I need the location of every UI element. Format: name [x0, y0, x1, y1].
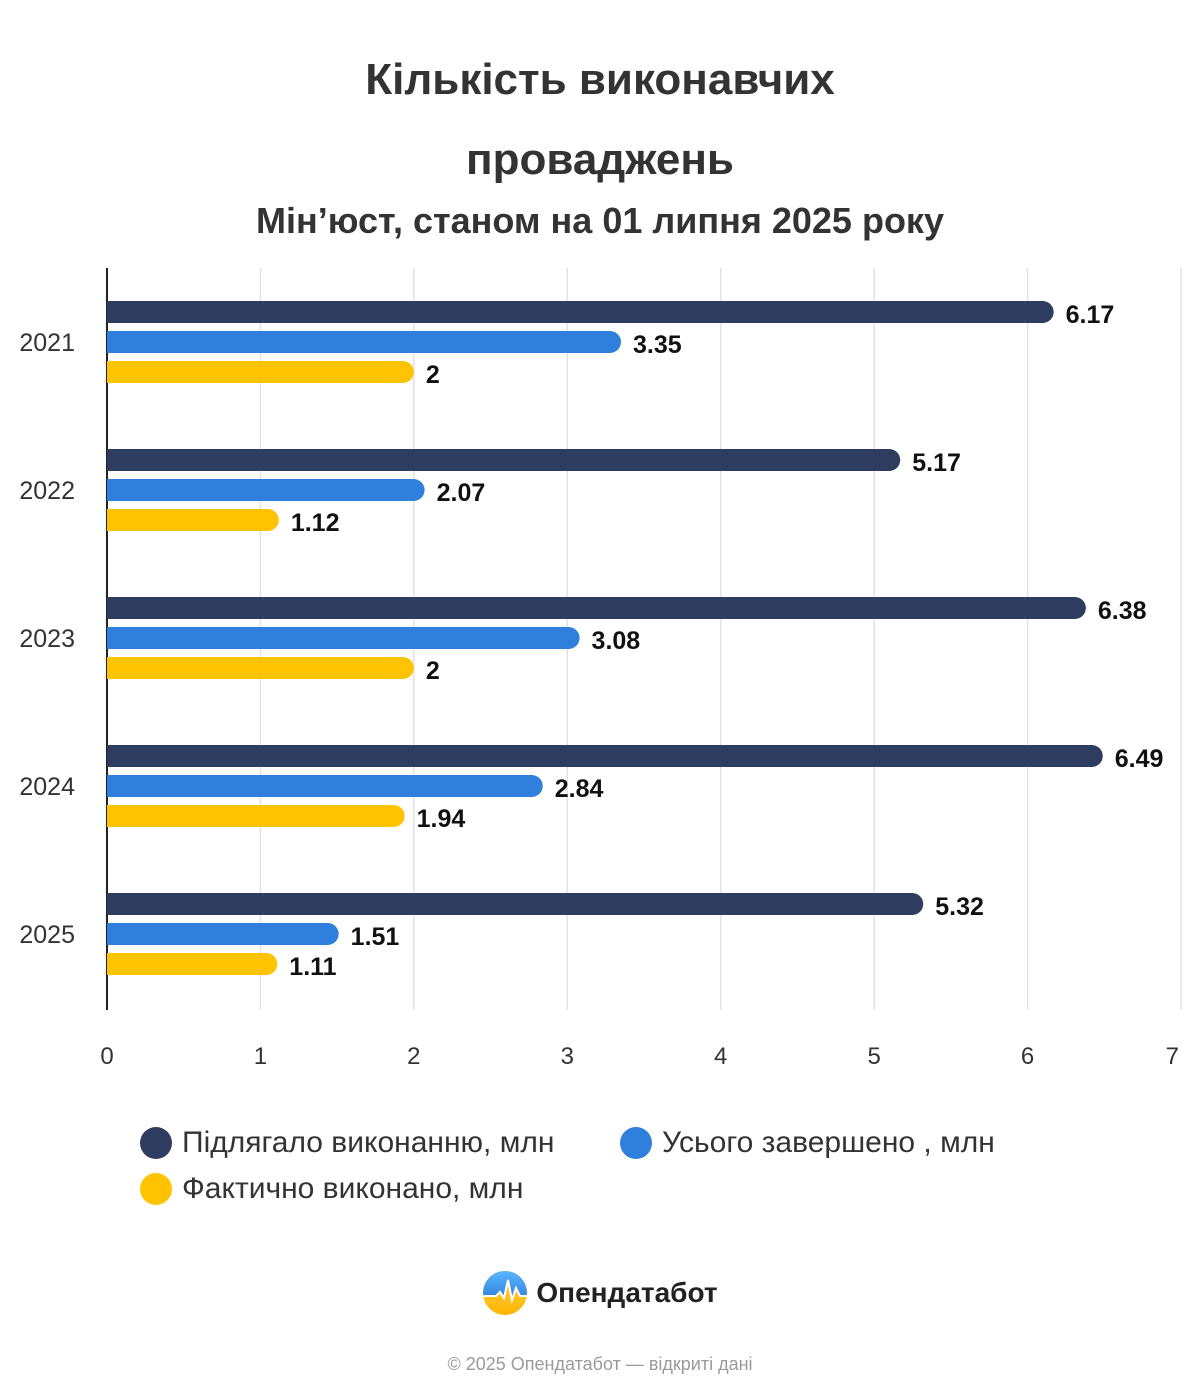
- legend-label-series-2: Усього завершено , млн: [662, 1126, 995, 1159]
- bar: [107, 479, 425, 501]
- data-label: 6.38: [1098, 597, 1147, 625]
- data-label: 1.94: [417, 805, 466, 833]
- bar-square-start: [107, 805, 129, 827]
- x-tick-label: 0: [100, 1043, 113, 1070]
- chart-title-line-2: проваджень: [466, 135, 734, 184]
- footer-copyright: © 2025 Опендатабот — відкриті дані: [447, 1354, 753, 1374]
- data-label: 2.07: [437, 479, 486, 507]
- data-label: 2: [426, 361, 440, 389]
- bar-chart: 0 1 2 3 4 5 6 7 2021 6.17 3.35 2 2022 5.17 2.07 1.12 202…: [19, 268, 1182, 1070]
- data-label: 1.12: [291, 509, 340, 537]
- bar-square-start: [107, 301, 129, 323]
- bar-square-start: [107, 479, 129, 501]
- bar: [107, 745, 1103, 767]
- legend-label-series-3: Фактично виконано, млн: [182, 1172, 524, 1205]
- bar-square-start: [107, 597, 129, 619]
- data-label: 2.84: [555, 775, 604, 803]
- data-label: 1.51: [351, 923, 400, 951]
- bar: [107, 953, 278, 975]
- y-category-label: 2023: [19, 625, 75, 653]
- bar-square-start: [107, 745, 129, 767]
- x-tick-label: 1: [254, 1043, 267, 1070]
- data-label: 2: [426, 657, 440, 685]
- y-category-label: 2025: [19, 921, 75, 949]
- bar-square-start: [107, 509, 129, 531]
- brand: Опендатабот: [0, 1270, 1200, 1316]
- bar-square-start: [107, 953, 129, 975]
- bar: [107, 301, 1054, 323]
- data-label: 6.17: [1066, 301, 1115, 329]
- x-tick-label: 7: [1166, 1043, 1179, 1070]
- legend-swatch-series-3: [140, 1173, 172, 1205]
- legend-item-series-2[interactable]: Усього завершено , млн: [620, 1126, 995, 1160]
- data-label: 6.49: [1115, 745, 1164, 773]
- x-tick-label: 6: [1021, 1043, 1034, 1070]
- chart-subtitle: Мін’юст, станом на 01 липня 2025 року: [256, 200, 944, 241]
- legend-swatch-series-1: [140, 1127, 172, 1159]
- brand-name: Опендатабот: [536, 1277, 718, 1308]
- data-label: 3.35: [633, 331, 682, 359]
- chart-title-line-1: Кількість виконавчих: [365, 55, 835, 104]
- bar: [107, 597, 1086, 619]
- bar: [107, 509, 279, 531]
- x-tick-label: 3: [561, 1043, 574, 1070]
- x-tick-label: 4: [714, 1043, 727, 1070]
- opendatabot-logo-icon: [483, 1271, 528, 1315]
- data-label: 1.11: [289, 953, 336, 981]
- legend-item-series-1[interactable]: Підлягало виконанню, млн: [140, 1126, 554, 1160]
- bar-square-start: [107, 657, 129, 679]
- data-label: 5.32: [935, 893, 984, 921]
- bar: [107, 775, 543, 797]
- data-label: 5.17: [912, 449, 961, 477]
- bar: [107, 627, 580, 649]
- data-label: 3.08: [592, 627, 641, 655]
- x-tick-label: 5: [867, 1043, 880, 1070]
- bar-square-start: [107, 331, 129, 353]
- bar-square-start: [107, 627, 129, 649]
- bar-square-start: [107, 361, 129, 383]
- y-category-label: 2022: [19, 477, 75, 505]
- legend-swatch-series-2: [620, 1127, 652, 1159]
- legend-item-series-3[interactable]: Фактично виконано, млн: [140, 1172, 523, 1206]
- bar: [107, 361, 414, 383]
- bar: [107, 923, 339, 945]
- y-category-label: 2024: [19, 773, 75, 801]
- bar: [107, 805, 405, 827]
- bar: [107, 893, 924, 915]
- bar-square-start: [107, 923, 129, 945]
- bar: [107, 449, 901, 471]
- bar-square-start: [107, 449, 129, 471]
- legend-label-series-1: Підлягало виконанню, млн: [182, 1126, 555, 1159]
- y-category-label: 2021: [19, 329, 75, 357]
- bar: [107, 331, 621, 353]
- bar: [107, 657, 414, 679]
- x-tick-label: 2: [407, 1043, 420, 1070]
- bar-square-start: [107, 775, 129, 797]
- bar-square-start: [107, 893, 129, 915]
